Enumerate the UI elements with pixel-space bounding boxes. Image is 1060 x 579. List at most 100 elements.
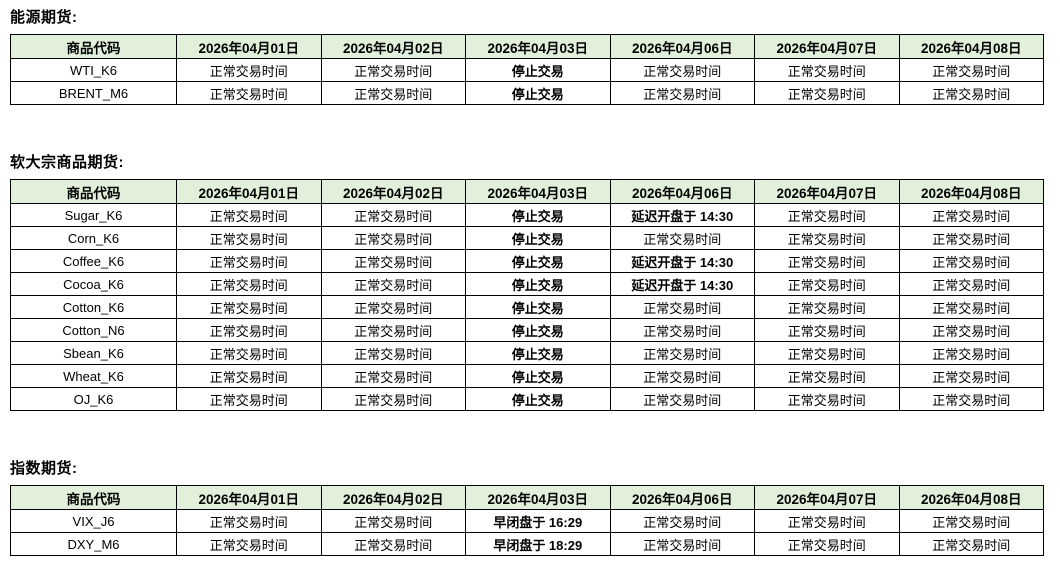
status-cell: 正常交易时间 — [754, 364, 900, 388]
commodity-code-cell: BRENT_M6 — [10, 81, 177, 105]
status-cell: 早闭盘于 18:29 — [465, 532, 611, 556]
status-cell: 正常交易时间 — [898, 364, 1044, 388]
status-cell: 延迟开盘于 14:30 — [609, 249, 755, 273]
commodity-code-header: 商品代码 — [10, 34, 177, 59]
status-cell: 正常交易时间 — [320, 341, 466, 365]
status-cell: 正常交易时间 — [754, 341, 900, 365]
commodity-code-cell: VIX_J6 — [10, 509, 177, 533]
commodity-code-cell: Sbean_K6 — [10, 341, 177, 365]
table-row: BRENT_M6 正常交易时间 正常交易时间 停止交易 正常交易时间 正常交易时间 正常交易… — [10, 81, 1044, 105]
date-column-header: 2026年04月08日 — [898, 485, 1044, 510]
status-cell: 延迟开盘于 14:30 — [609, 203, 755, 227]
table-row: OJ_K6 正常交易时间 正常交易时间 停止交易 正常交易时间 正常交易时间 正常交易时间 — [10, 387, 1044, 411]
status-cell: 正常交易时间 — [754, 203, 900, 227]
table-row: Cotton_N6 正常交易时间 正常交易时间 停止交易 正常交易时间 正常交易时间 正常交… — [10, 318, 1044, 342]
status-cell: 正常交易时间 — [609, 58, 755, 82]
status-cell: 正常交易时间 — [176, 203, 322, 227]
date-column-header: 2026年04月02日 — [320, 485, 466, 510]
status-cell: 早闭盘于 16:29 — [465, 509, 611, 533]
commodity-code-cell: Sugar_K6 — [10, 203, 177, 227]
status-cell: 正常交易时间 — [754, 58, 900, 82]
status-cell: 停止交易 — [465, 364, 611, 388]
status-cell: 正常交易时间 — [898, 532, 1044, 556]
date-column-header: 2026年04月01日 — [176, 34, 322, 59]
commodity-code-cell: Corn_K6 — [10, 226, 177, 250]
status-cell: 正常交易时间 — [320, 295, 466, 319]
status-cell: 正常交易时间 — [898, 58, 1044, 82]
status-cell: 正常交易时间 — [320, 532, 466, 556]
status-cell: 停止交易 — [465, 58, 611, 82]
status-cell: 正常交易时间 — [176, 532, 322, 556]
date-column-header: 2026年04月07日 — [754, 34, 900, 59]
status-cell: 正常交易时间 — [609, 318, 755, 342]
date-column-header: 2026年04月06日 — [609, 34, 755, 59]
status-cell: 正常交易时间 — [320, 226, 466, 250]
date-column-header: 2026年04月07日 — [754, 179, 900, 204]
status-cell: 正常交易时间 — [176, 509, 322, 533]
commodity-code-header: 商品代码 — [10, 485, 177, 510]
status-cell: 正常交易时间 — [898, 318, 1044, 342]
energy-futures-section: 能源期货: 商品代码 2026年04月01日 2026年04月02日 2026年04月… — [10, 6, 1060, 105]
section-title-soft-commodities: 软大宗商品期货: — [10, 154, 124, 171]
date-column-header: 2026年04月03日 — [465, 34, 611, 59]
status-cell: 停止交易 — [465, 318, 611, 342]
status-cell: 停止交易 — [465, 81, 611, 105]
status-cell: 正常交易时间 — [609, 295, 755, 319]
table-row: Sugar_K6 正常交易时间 正常交易时间 停止交易 延迟开盘于 14:30 正常交易时… — [10, 203, 1044, 227]
table-row: DXY_M6 正常交易时间 正常交易时间 早闭盘于 18:29 正常交易时间 正常交易时间… — [10, 532, 1044, 556]
status-cell: 正常交易时间 — [754, 532, 900, 556]
commodity-code-cell: OJ_K6 — [10, 387, 177, 411]
date-column-header: 2026年04月03日 — [465, 179, 611, 204]
energy-futures-table: 商品代码 2026年04月01日 2026年04月02日 2026年04月03日 202… — [10, 34, 1044, 105]
date-column-header: 2026年04月07日 — [754, 485, 900, 510]
status-cell: 停止交易 — [465, 203, 611, 227]
status-cell: 正常交易时间 — [176, 81, 322, 105]
status-cell: 正常交易时间 — [609, 81, 755, 105]
status-cell: 正常交易时间 — [320, 58, 466, 82]
commodity-code-cell: Coffee_K6 — [10, 249, 177, 273]
status-cell: 正常交易时间 — [176, 272, 322, 296]
status-cell: 正常交易时间 — [898, 203, 1044, 227]
table-row: Cocoa_K6 正常交易时间 正常交易时间 停止交易 延迟开盘于 14:30 正常交易时… — [10, 272, 1044, 296]
commodity-code-cell: Wheat_K6 — [10, 364, 177, 388]
index-futures-table: 商品代码 2026年04月01日 2026年04月02日 2026年04月03日 202… — [10, 485, 1044, 556]
status-cell: 正常交易时间 — [898, 387, 1044, 411]
status-cell: 正常交易时间 — [320, 387, 466, 411]
status-cell: 正常交易时间 — [609, 509, 755, 533]
status-cell: 延迟开盘于 14:30 — [609, 272, 755, 296]
header-row: 商品代码 2026年04月01日 2026年04月02日 2026年04月03日 202… — [10, 485, 1044, 510]
section-title-index: 指数期货: — [10, 460, 78, 477]
status-cell: 正常交易时间 — [176, 364, 322, 388]
status-cell: 正常交易时间 — [176, 249, 322, 273]
commodity-code-cell: WTI_K6 — [10, 58, 177, 82]
status-cell: 停止交易 — [465, 272, 611, 296]
status-cell: 正常交易时间 — [176, 58, 322, 82]
status-cell: 停止交易 — [465, 387, 611, 411]
header-row: 商品代码 2026年04月01日 2026年04月02日 2026年04月03日 202… — [10, 179, 1044, 204]
status-cell: 正常交易时间 — [898, 272, 1044, 296]
status-cell: 正常交易时间 — [898, 249, 1044, 273]
status-cell: 正常交易时间 — [898, 509, 1044, 533]
table-row: Sbean_K6 正常交易时间 正常交易时间 停止交易 正常交易时间 正常交易时间 正常交易… — [10, 341, 1044, 365]
status-cell: 停止交易 — [465, 341, 611, 365]
commodity-code-cell: Cocoa_K6 — [10, 272, 177, 296]
table-row: VIX_J6 正常交易时间 正常交易时间 早闭盘于 16:29 正常交易时间 正常交易时间… — [10, 509, 1044, 533]
status-cell: 正常交易时间 — [609, 341, 755, 365]
table-row: WTI_K6 正常交易时间 正常交易时间 停止交易 正常交易时间 正常交易时间 正常交易时间 — [10, 58, 1044, 82]
status-cell: 停止交易 — [465, 295, 611, 319]
status-cell: 正常交易时间 — [176, 341, 322, 365]
status-cell: 正常交易时间 — [320, 272, 466, 296]
date-column-header: 2026年04月02日 — [320, 34, 466, 59]
status-cell: 正常交易时间 — [898, 341, 1044, 365]
date-column-header: 2026年04月08日 — [898, 34, 1044, 59]
commodity-code-cell: Cotton_N6 — [10, 318, 177, 342]
status-cell: 正常交易时间 — [609, 364, 755, 388]
date-column-header: 2026年04月06日 — [609, 485, 755, 510]
index-futures-section: 指数期货: 商品代码 2026年04月01日 2026年04月02日 2026年04月… — [10, 457, 1060, 556]
soft-commodities-futures-section: 软大宗商品期货: 商品代码 2026年04月01日 2026年04月02日 2026年… — [10, 151, 1060, 411]
status-cell: 正常交易时间 — [176, 318, 322, 342]
date-column-header: 2026年04月03日 — [465, 485, 611, 510]
status-cell: 正常交易时间 — [320, 509, 466, 533]
status-cell: 正常交易时间 — [609, 532, 755, 556]
